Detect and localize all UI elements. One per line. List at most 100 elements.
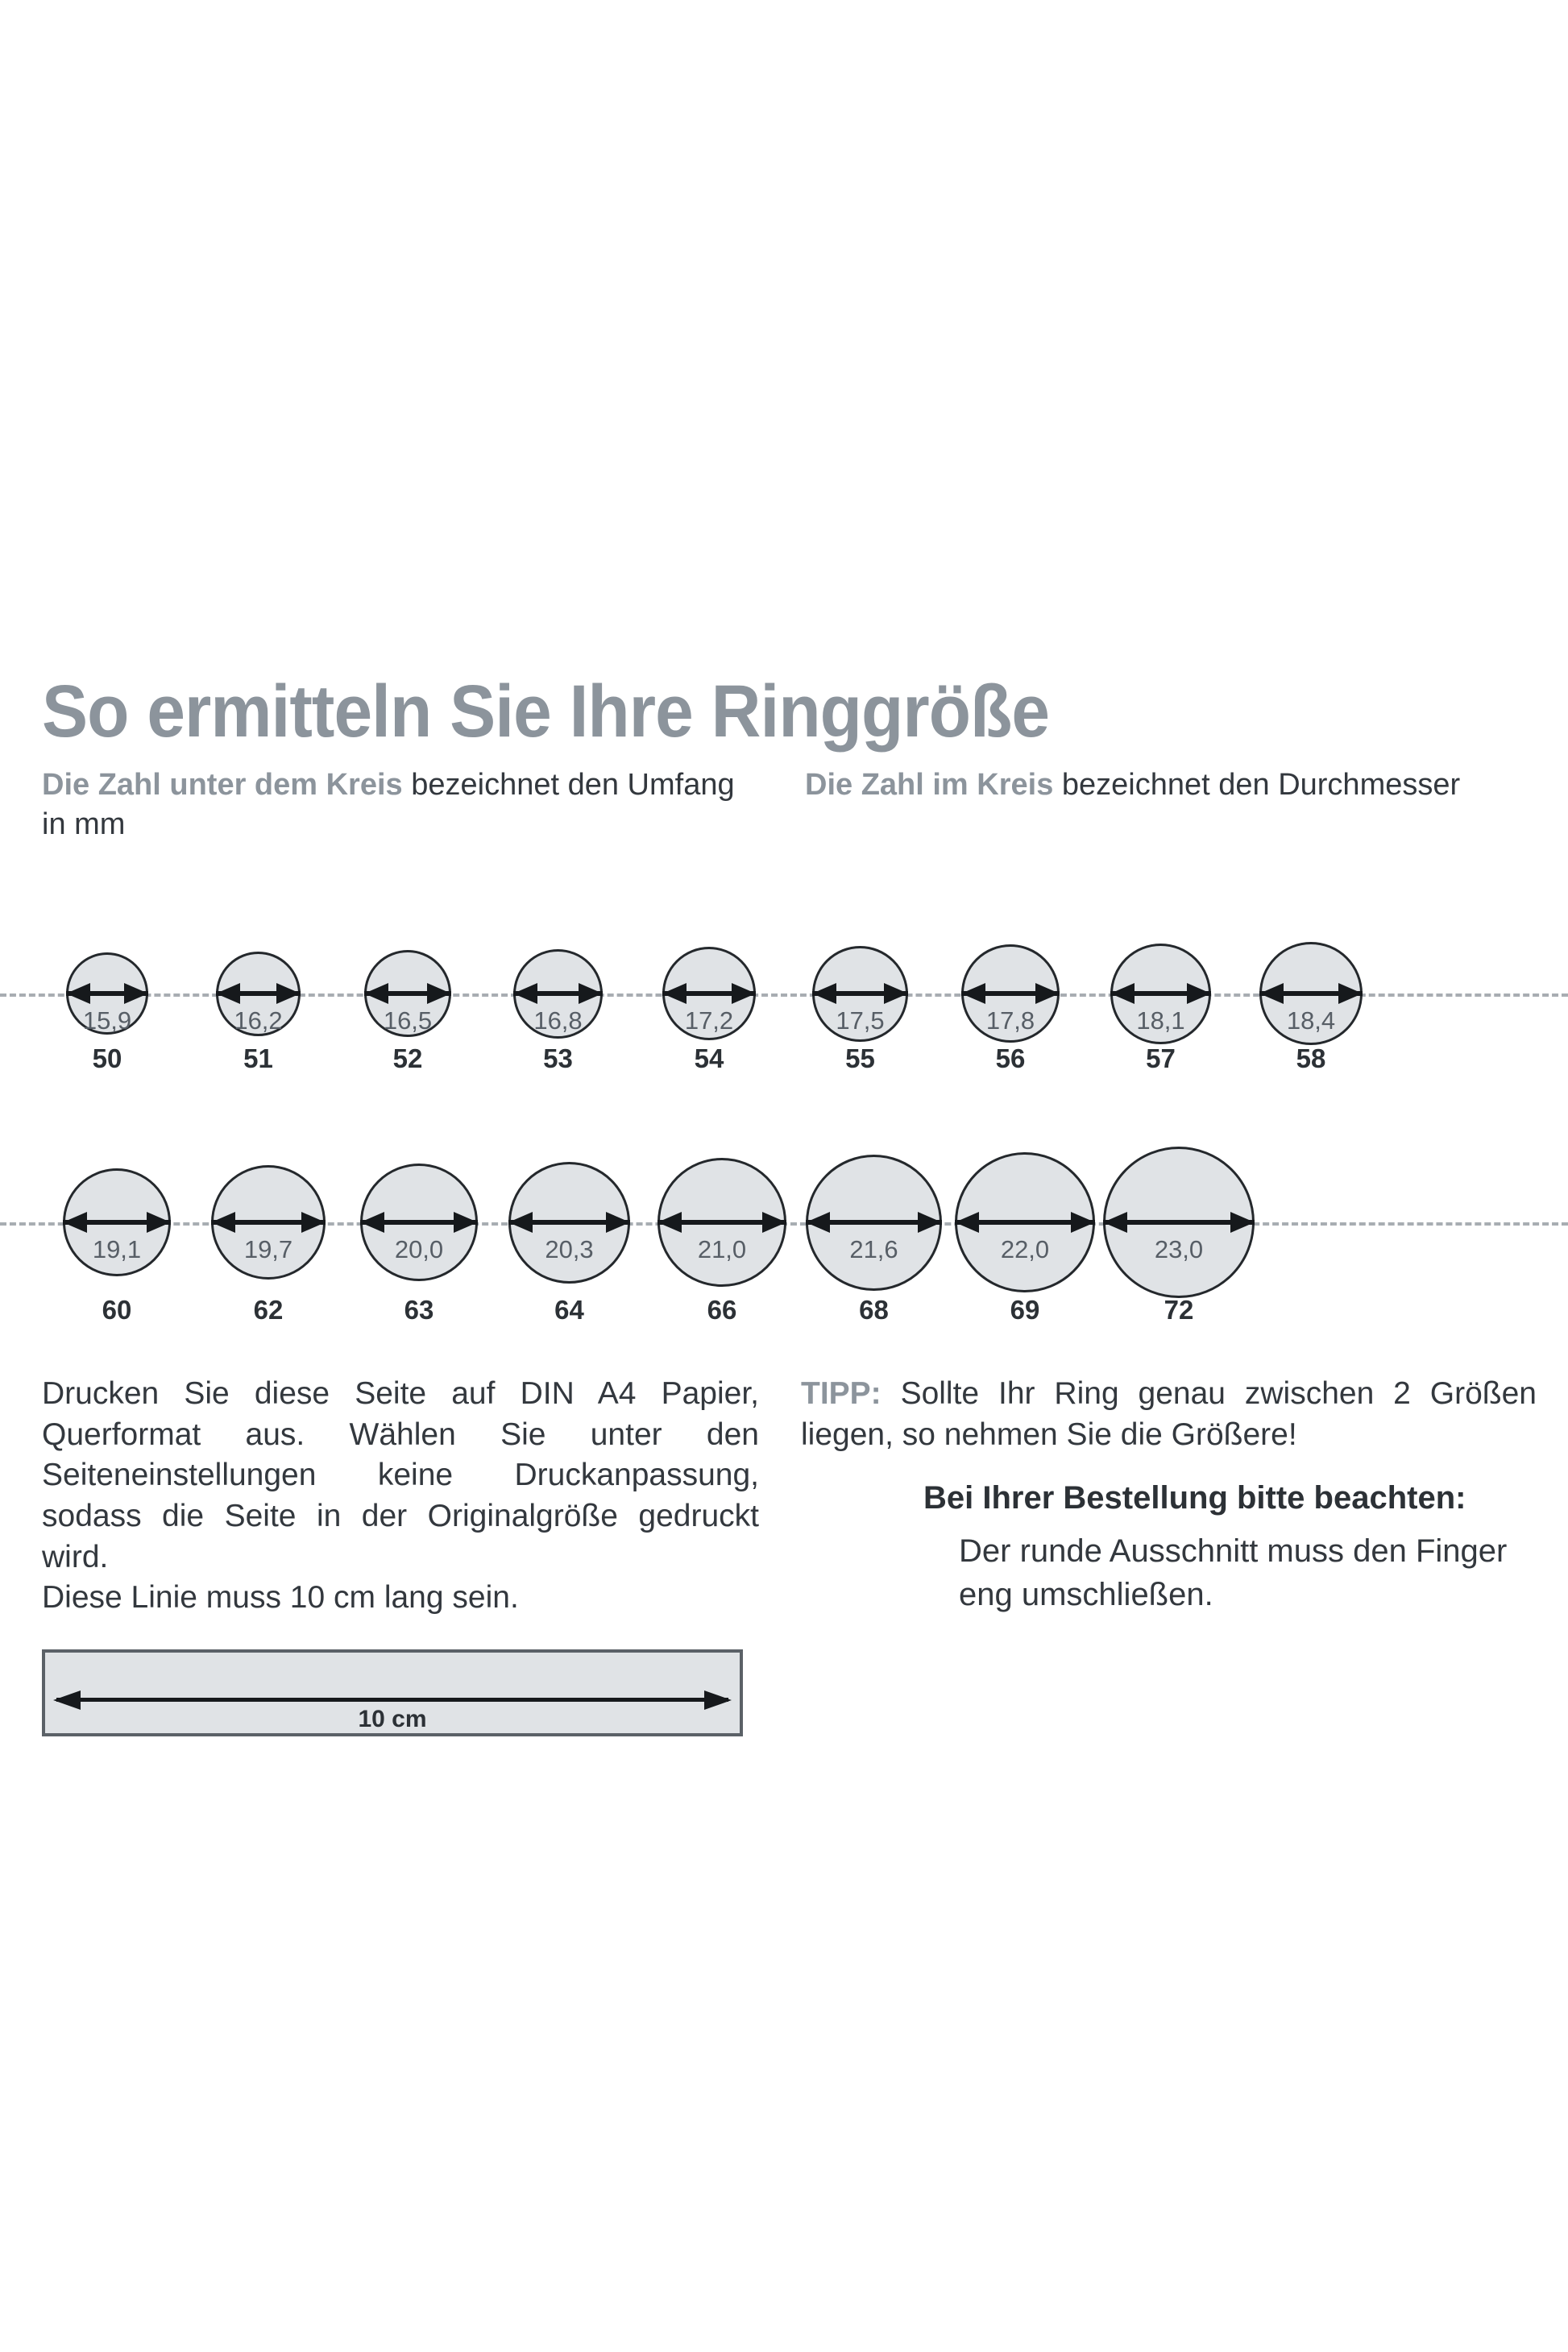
ring-size-cell: 23,0 72 xyxy=(1090,1116,1267,1342)
tip-and-order-block: TIPP: Sollte Ihr Ring genau zwischen 2 G… xyxy=(801,1374,1537,1736)
arrow-right-icon xyxy=(579,983,603,1004)
arrow-left-icon xyxy=(1259,983,1284,1004)
ring-size-cell: 17,8 56 xyxy=(922,906,1099,1096)
arrow-left-icon xyxy=(66,983,90,1004)
legend-circumference: Die Zahl unter dem Kreis bezeichnet den … xyxy=(42,765,763,844)
arrow-left-icon xyxy=(53,1690,81,1711)
ring-size-cell: 22,0 69 xyxy=(936,1116,1114,1342)
ring-size-label: 54 xyxy=(694,1043,724,1073)
arrow-right-icon xyxy=(1187,983,1211,1004)
order-heading: Bei Ihrer Bestellung bitte beachten: xyxy=(923,1480,1466,1516)
arrow-left-icon xyxy=(216,983,240,1004)
ring-size-label: 63 xyxy=(404,1295,434,1325)
arrow-left-icon xyxy=(806,1212,830,1233)
ring-size-label: 64 xyxy=(554,1295,584,1325)
arrow-left-icon xyxy=(508,1212,533,1233)
tip-body: Sollte Ihr Ring genau zwischen 2 Größen … xyxy=(801,1376,1537,1452)
arrow-line xyxy=(662,991,756,996)
arrow-line xyxy=(360,1220,478,1225)
tip-lead: TIPP: xyxy=(801,1376,881,1411)
ring-row-1: 15,9 50 16,2 51 16,5 52 16,8 53 17,2 54 17,5 55 17,8… xyxy=(0,906,1568,1096)
arrow-right-icon xyxy=(732,983,756,1004)
arrow-line xyxy=(63,1220,171,1225)
ring-diameter-label: 19,7 xyxy=(243,1235,293,1263)
arrow-left-icon xyxy=(63,1212,87,1233)
arrow-right-icon xyxy=(1071,1212,1095,1233)
arrow-left-icon xyxy=(812,983,836,1004)
line-length-text: Diese Linie muss 10 cm lang sein. xyxy=(42,1580,519,1616)
ring-diameter-label: 21,0 xyxy=(697,1235,747,1263)
arrow-right-icon xyxy=(918,1212,942,1233)
arrow-right-icon xyxy=(1035,983,1060,1004)
ring-size-label: 57 xyxy=(1146,1043,1176,1073)
arrow-right-icon xyxy=(427,983,451,1004)
ring-size-label: 60 xyxy=(102,1295,132,1325)
ring-diameter-label: 17,2 xyxy=(684,1006,734,1035)
ring-circles-row-2: 19,1 60 19,7 62 20,0 63 20,3 64 21,0 66 21,6 68 22,0… xyxy=(0,1116,1568,1342)
ring-size-cell: 16,2 51 xyxy=(170,906,347,1096)
ring-diameter-label: 20,3 xyxy=(545,1235,594,1263)
arrow-left-icon xyxy=(955,1212,979,1233)
legend-diameter: Die Zahl im Kreis bezeichnet den Durchme… xyxy=(805,765,1526,844)
legend-row: Die Zahl unter dem Kreis bezeichnet den … xyxy=(42,765,1537,844)
arrow-right-icon xyxy=(762,1212,786,1233)
ring-diameter-label: 20,0 xyxy=(394,1235,444,1263)
arrow-line xyxy=(961,991,1060,996)
arrow-line xyxy=(1259,991,1363,996)
ring-diameter-label: 18,1 xyxy=(1136,1006,1185,1035)
arrow-line xyxy=(364,991,451,996)
arrow-right-icon xyxy=(454,1212,478,1233)
ring-circles-row-1: 15,9 50 16,2 51 16,5 52 16,8 53 17,2 54 17,5 55 17,8… xyxy=(0,906,1568,1096)
arrow-left-icon xyxy=(1110,983,1135,1004)
arrow-left-icon xyxy=(961,983,985,1004)
ring-size-label: 56 xyxy=(995,1043,1026,1073)
ring-size-cell: 20,3 64 xyxy=(481,1116,658,1342)
axis-dashed-line xyxy=(0,993,1568,997)
arrow-line xyxy=(508,1220,630,1225)
ring-size-label: 55 xyxy=(845,1043,875,1073)
ring-diameter-label: 16,8 xyxy=(533,1006,583,1035)
arrow-right-icon xyxy=(704,1690,732,1711)
ring-size-label: 66 xyxy=(707,1295,737,1325)
ruler-10cm: 10 cm xyxy=(42,1649,743,1737)
ring-size-cell: 17,5 55 xyxy=(772,906,949,1096)
arrow-right-icon xyxy=(606,1212,630,1233)
ring-size-cell: 18,4 58 xyxy=(1222,906,1400,1096)
ring-diameter-label: 18,4 xyxy=(1286,1006,1336,1035)
ring-size-label: 62 xyxy=(253,1295,284,1325)
ring-diameter-label: 19,1 xyxy=(92,1235,142,1263)
tip-text: TIPP: Sollte Ihr Ring genau zwischen 2 G… xyxy=(801,1374,1537,1455)
arrow-right-icon xyxy=(301,1212,326,1233)
ring-size-label: 53 xyxy=(543,1043,573,1073)
ring-size-label: 72 xyxy=(1164,1295,1194,1325)
arrow-right-icon xyxy=(147,1212,171,1233)
arrow-line xyxy=(955,1220,1095,1225)
ring-size-label: 51 xyxy=(243,1043,273,1073)
arrow-left-icon xyxy=(657,1212,682,1233)
arrow-left-icon xyxy=(211,1212,235,1233)
ring-diameter-label: 17,5 xyxy=(836,1006,885,1035)
ruler-label: 10 cm xyxy=(358,1706,427,1733)
ring-size-cell: 18,1 57 xyxy=(1072,906,1250,1096)
arrow-left-icon xyxy=(360,1212,384,1233)
ring-row-2: 19,1 60 19,7 62 20,0 63 20,3 64 21,0 66 21,6 68 22,0… xyxy=(0,1116,1568,1342)
ring-size-cell: 20,0 63 xyxy=(330,1116,508,1342)
ring-diameter-label: 23,0 xyxy=(1154,1235,1204,1263)
arrow-line xyxy=(66,991,148,996)
legend-circumference-lead: Die Zahl unter dem Kreis xyxy=(42,768,403,802)
ring-size-label: 68 xyxy=(859,1295,889,1325)
arrow-line xyxy=(1110,991,1211,996)
arrow-left-icon xyxy=(364,983,388,1004)
arrow-right-icon xyxy=(1230,1212,1255,1233)
arrow-line xyxy=(211,1220,326,1225)
arrow-left-icon xyxy=(513,983,537,1004)
legend-diameter-rest: bezeichnet den Durchmesser xyxy=(1053,768,1461,802)
ring-size-label: 50 xyxy=(92,1043,122,1073)
ring-diameter-label: 16,2 xyxy=(234,1006,283,1035)
order-body-text: Der runde Ausschnitt muss den Finger eng… xyxy=(959,1533,1508,1612)
ring-size-label: 52 xyxy=(392,1043,423,1073)
ring-size-label: 58 xyxy=(1296,1043,1326,1073)
ring-size-label: 69 xyxy=(1010,1295,1040,1325)
legend-diameter-lead: Die Zahl im Kreis xyxy=(805,768,1054,802)
ring-size-cell: 19,1 60 xyxy=(28,1116,205,1342)
